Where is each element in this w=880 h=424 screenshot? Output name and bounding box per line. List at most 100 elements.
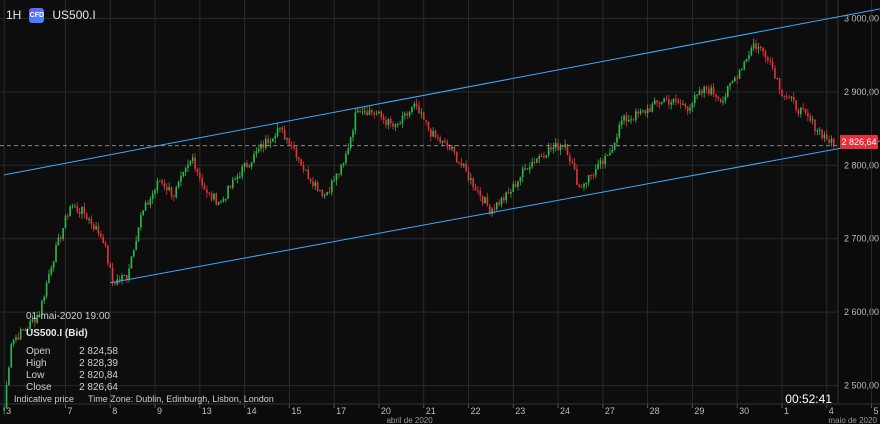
candle-body xyxy=(333,180,335,182)
candle-body xyxy=(769,60,772,62)
candle-body xyxy=(321,190,324,196)
candle-body xyxy=(314,182,317,187)
y-tick-label: 2 900,00 xyxy=(844,87,879,97)
info-row-close: Close 2 826,64 xyxy=(26,382,118,393)
candle-body xyxy=(531,161,533,167)
x-tick-label: 21 xyxy=(426,406,436,416)
candle-body xyxy=(738,70,741,79)
candle-body xyxy=(792,96,795,101)
channel-trendline xyxy=(4,8,880,176)
candle-body xyxy=(274,136,277,139)
candle-body xyxy=(366,111,368,116)
candle-body xyxy=(363,111,366,113)
candle-body xyxy=(698,90,701,95)
candle-body xyxy=(811,119,814,121)
candle-body xyxy=(646,108,649,114)
candle-body xyxy=(672,98,675,103)
candle-body xyxy=(486,197,489,206)
candle-body xyxy=(583,184,585,188)
candle-body xyxy=(632,119,635,121)
candle-body xyxy=(750,48,753,56)
candle-body xyxy=(689,107,691,111)
indicative-price-note: Indicative price xyxy=(14,394,75,404)
candle-body xyxy=(102,237,104,244)
x-tick-label: 15 xyxy=(291,406,301,416)
candle-body xyxy=(246,163,248,167)
x-tick-label: 22 xyxy=(470,406,480,416)
candle-body xyxy=(517,181,519,187)
y-tick-label: 2 600,00 xyxy=(844,307,879,317)
candle-body xyxy=(22,329,24,331)
candle-body xyxy=(521,168,524,178)
candle-body xyxy=(389,118,392,124)
candle-body xyxy=(491,208,493,215)
candle-body xyxy=(635,111,637,121)
symbol-label[interactable]: US500.I xyxy=(52,8,96,22)
candle-body xyxy=(825,134,828,140)
candle-body xyxy=(625,115,628,122)
candle-body xyxy=(385,120,387,126)
candle-body xyxy=(585,182,588,185)
candle-body xyxy=(281,127,284,130)
candle-body xyxy=(752,43,755,49)
candle-body xyxy=(66,215,69,217)
candle-body xyxy=(559,146,562,151)
candle-body xyxy=(804,108,807,113)
candle-body xyxy=(477,190,479,192)
current-price-tag: 2 826,64 xyxy=(840,135,878,149)
candle-body xyxy=(125,275,128,280)
candle-body xyxy=(795,100,797,110)
candle-body xyxy=(642,110,644,112)
candle-body xyxy=(43,296,46,301)
candle-body xyxy=(62,228,64,239)
candle-body xyxy=(57,237,60,246)
x-tick-label: 17 xyxy=(336,406,346,416)
candle-body xyxy=(420,112,423,114)
candle-body xyxy=(253,153,255,163)
candle-body xyxy=(347,148,350,155)
candle-body xyxy=(267,138,269,143)
candle-body xyxy=(441,140,444,143)
candle-body xyxy=(592,175,595,177)
candle-body xyxy=(26,329,29,331)
candle-body xyxy=(484,197,486,204)
candle-body xyxy=(411,107,413,113)
candle-body xyxy=(85,213,88,219)
timeframe-label[interactable]: 1H xyxy=(6,8,22,22)
candle-body xyxy=(474,187,477,191)
candle-body xyxy=(611,149,614,153)
candle-body xyxy=(767,57,769,61)
candle-body xyxy=(788,97,790,99)
candle-body xyxy=(762,47,764,52)
candle-body xyxy=(175,187,178,198)
candle-body xyxy=(656,100,658,103)
candle-body xyxy=(15,337,17,341)
candle-body xyxy=(462,163,465,166)
candle-body xyxy=(505,192,508,201)
candle-body xyxy=(660,102,663,104)
candle-body xyxy=(668,99,670,105)
candle-body xyxy=(210,193,213,200)
x-tick-label: 24 xyxy=(560,406,570,416)
candle-body xyxy=(158,180,161,182)
candle-body xyxy=(514,183,517,187)
candle-body xyxy=(387,118,390,126)
candle-body xyxy=(764,51,767,58)
candle-body xyxy=(616,137,618,143)
candle-body xyxy=(724,96,727,101)
candle-body xyxy=(180,176,182,182)
candle-body xyxy=(243,163,246,167)
candle-body xyxy=(406,113,409,116)
candle-body xyxy=(536,158,538,163)
candle-body xyxy=(187,164,189,168)
candle-body xyxy=(109,263,112,268)
candle-body xyxy=(653,100,656,105)
candle-body xyxy=(425,119,427,122)
candle-body xyxy=(528,166,531,170)
candle-body xyxy=(510,192,512,194)
candle-body xyxy=(241,166,244,177)
candle-body xyxy=(639,110,642,114)
info-symbol: US500.I (Bid) xyxy=(26,328,88,339)
candle-body xyxy=(305,169,307,171)
